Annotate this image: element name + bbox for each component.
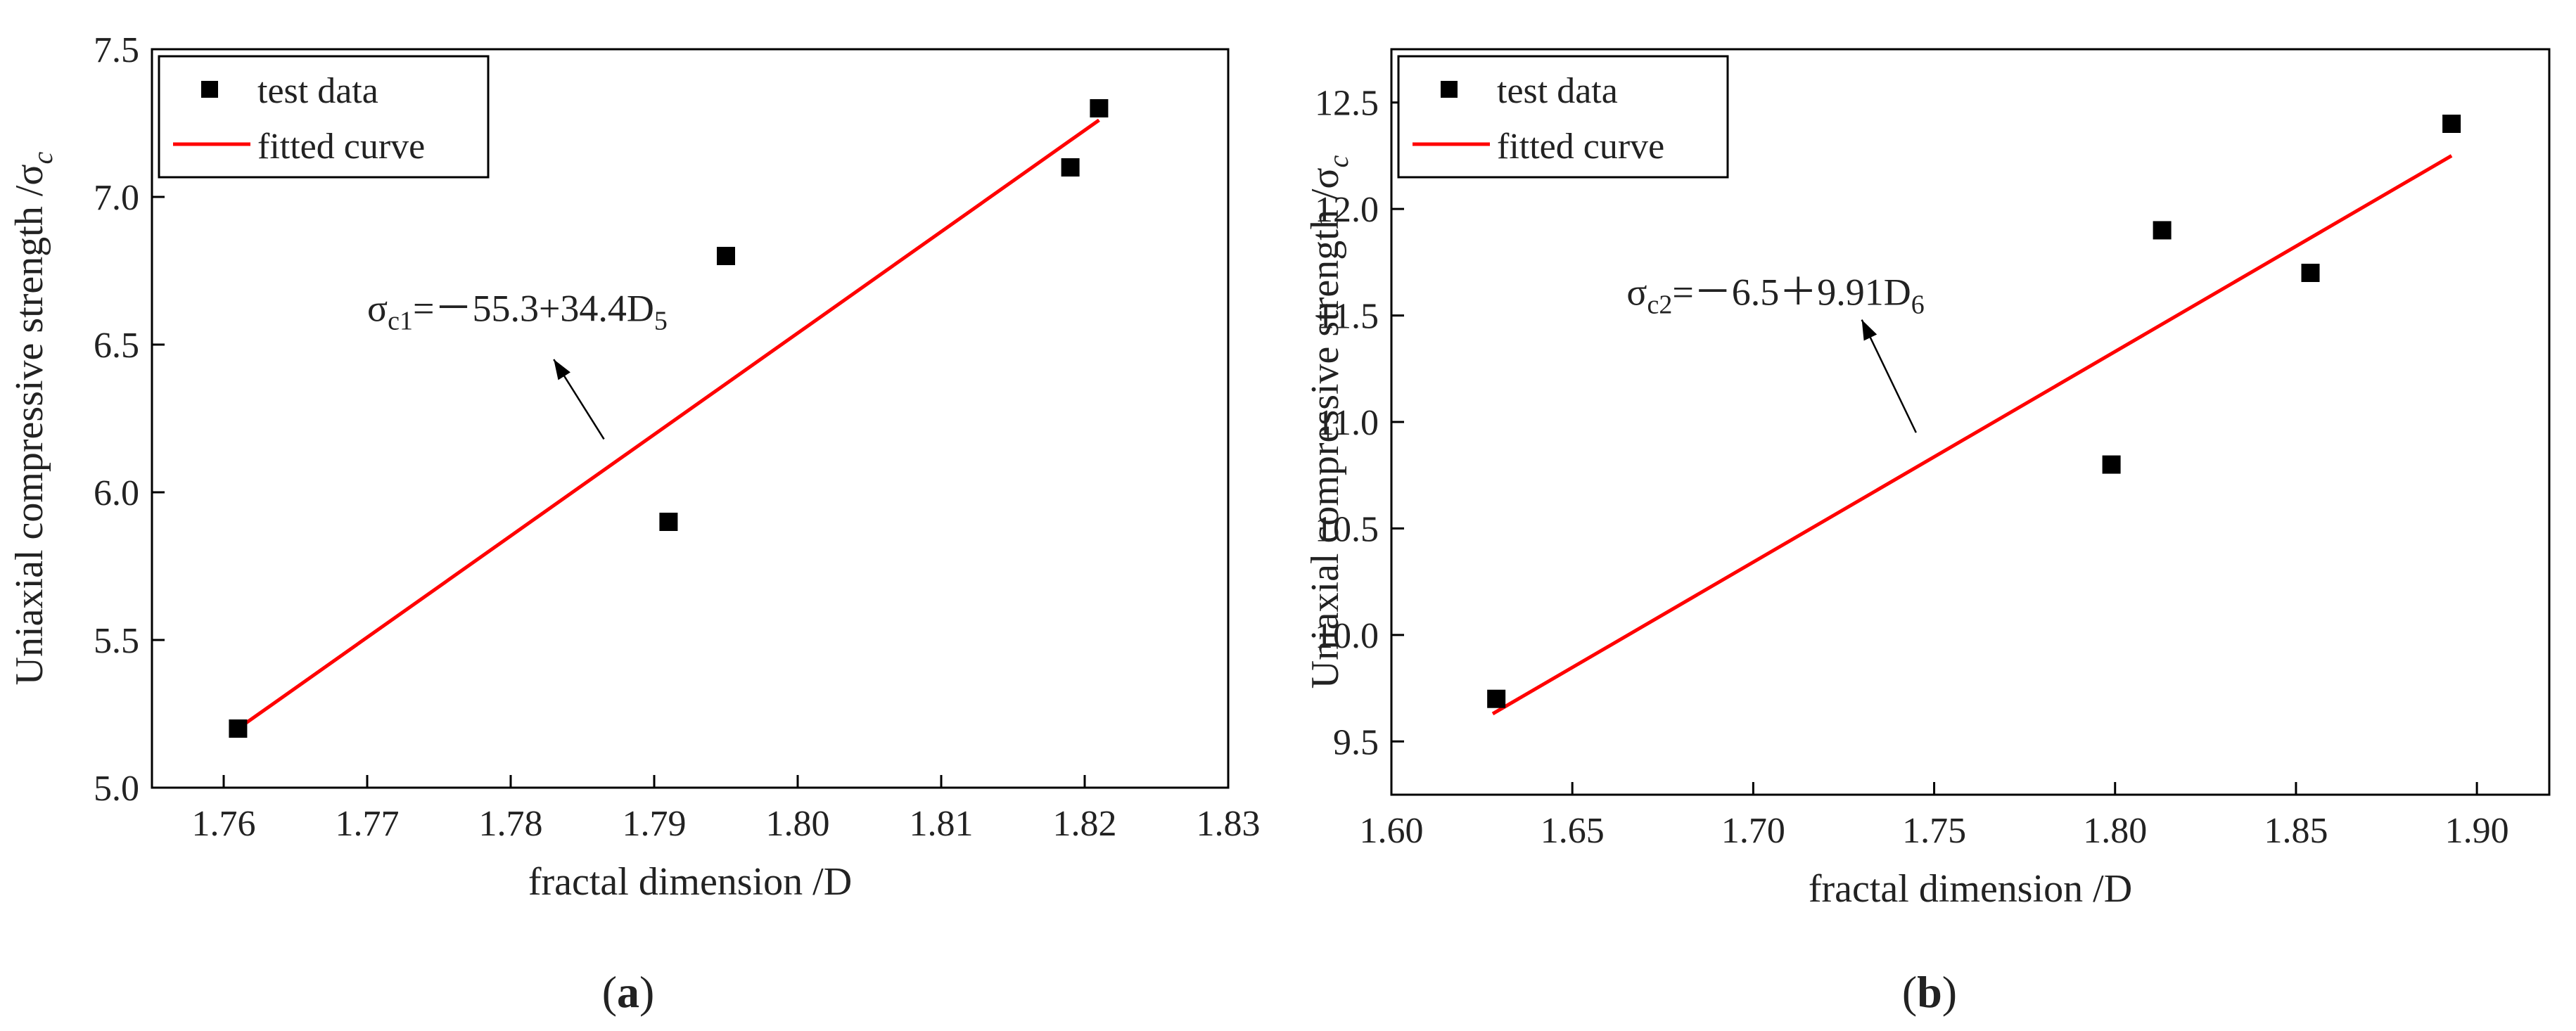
y-axis-label-subscript: c: [27, 151, 58, 164]
panel-letter: a: [617, 967, 639, 1017]
panel-label: (b): [1902, 967, 1957, 1017]
legend-box: [158, 55, 490, 179]
data-point: [2442, 115, 2461, 133]
fit-equation-subscript: c2: [1647, 290, 1672, 319]
x-axis-label: fractal dimension /D: [528, 860, 852, 904]
y-axis-label: Uniaxial compressive strength /σc: [8, 151, 58, 685]
y-tick-label: 7.0: [94, 178, 139, 218]
y-tick-label: 6.0: [94, 473, 139, 513]
x-tick-label: 1.81: [910, 804, 974, 844]
y-axis-label: Uniaxial compressive strength /σc: [1303, 155, 1354, 689]
y-tick-label: 7.5: [94, 30, 139, 70]
x-tick-label: 1.83: [1197, 804, 1261, 844]
data-point: [1090, 99, 1109, 117]
fitted-line: [236, 118, 1100, 731]
x-tick-label: 1.80: [2083, 811, 2147, 851]
fit-equation-subscript: 5: [654, 306, 668, 335]
panel-label: (a): [602, 967, 655, 1017]
y-tick-label: 11.5: [1316, 297, 1379, 337]
plot-frame: [151, 48, 1230, 789]
chart-b: 1.60 1.65 1.70 1.75 1.80 1.85 1.90 9.5 10.0 10.5 1…: [1303, 48, 2551, 1017]
legend-item-test-data: test data: [257, 71, 378, 111]
x-tick-label: 1.70: [1721, 811, 1785, 851]
legend-marker-square: [1441, 81, 1458, 98]
legend-item-fitted-curve: fitted curve: [257, 127, 425, 167]
y-tick-label: 9.5: [1333, 722, 1379, 762]
y-tick-label: 6.5: [94, 326, 139, 366]
x-tick-label: 1.65: [1541, 811, 1605, 851]
y-tick-label: 5.0: [94, 769, 139, 809]
fit-equation-symbol: σ: [1626, 271, 1647, 313]
data-point: [717, 247, 735, 265]
legend-box: [1397, 55, 1729, 179]
legend-item-fitted-curve: fitted curve: [1497, 127, 1664, 167]
fit-equation-subscript: c1: [388, 306, 413, 335]
x-tick-label: 1.82: [1053, 804, 1117, 844]
y-axis-label-text: Uniaxial compressive strength /σ: [8, 164, 51, 685]
x-tick-label: 1.78: [479, 804, 543, 844]
data-point: [229, 719, 248, 738]
data-point: [2153, 221, 2172, 240]
fit-equation-symbol: σ: [367, 287, 388, 329]
y-axis-label-subscript: c: [1322, 155, 1354, 167]
annotation-arrow-head: [1861, 319, 1877, 341]
data-point: [1061, 158, 1080, 177]
y-tick-label: 5.5: [94, 621, 139, 661]
y-tick-label: 12.0: [1315, 190, 1379, 230]
x-axis-label: fractal dimension /D: [1809, 867, 2132, 911]
y-tick-label: 12.5: [1315, 84, 1379, 124]
legend-item-test-data: test data: [1497, 71, 1618, 111]
fit-equation-body: =－55.3+34.4D: [413, 287, 654, 329]
x-tick-label: 1.79: [623, 804, 687, 844]
data-point: [2301, 264, 2320, 282]
x-tick-label: 1.80: [766, 804, 830, 844]
y-tick-label: 10.0: [1315, 616, 1379, 656]
fitted-line: [1491, 154, 2453, 716]
y-tick-label: 11.0: [1316, 403, 1379, 443]
legend-marker-square: [201, 81, 218, 98]
data-point: [659, 513, 678, 531]
legend: test data fitted curve: [1397, 55, 1729, 179]
y-tick-label: 10.5: [1315, 509, 1379, 549]
chart-a: 1.76 1.77 1.78 1.79 1.80 1.81 1.82 1.83 5.0 5.5 6.…: [8, 30, 1261, 1017]
x-tick-label: 1.75: [1902, 811, 1966, 851]
annotation-arrow-head: [554, 359, 570, 380]
fit-equation: σc1=－55.3+34.4D5: [367, 287, 668, 335]
data-point: [2102, 455, 2121, 474]
panel-letter: b: [1917, 967, 1942, 1017]
legend: test data fitted curve: [158, 55, 490, 179]
x-tick-label: 1.76: [192, 804, 256, 844]
x-tick-label: 1.85: [2264, 811, 2328, 851]
y-axis-label-text: Uniaxial compressive strength /σ: [1303, 167, 1347, 689]
fit-equation-body: =－6.5＋9.91D: [1672, 271, 1911, 313]
x-tick-label: 1.90: [2445, 811, 2509, 851]
fit-equation: σc2=－6.5＋9.91D6: [1626, 271, 1924, 319]
annotation-arrow-shaft: [1861, 319, 1917, 433]
x-tick-label: 1.60: [1360, 811, 1424, 851]
fit-equation-subscript: 6: [1911, 290, 1925, 319]
data-point: [1487, 689, 1506, 708]
x-tick-label: 1.77: [336, 804, 400, 844]
